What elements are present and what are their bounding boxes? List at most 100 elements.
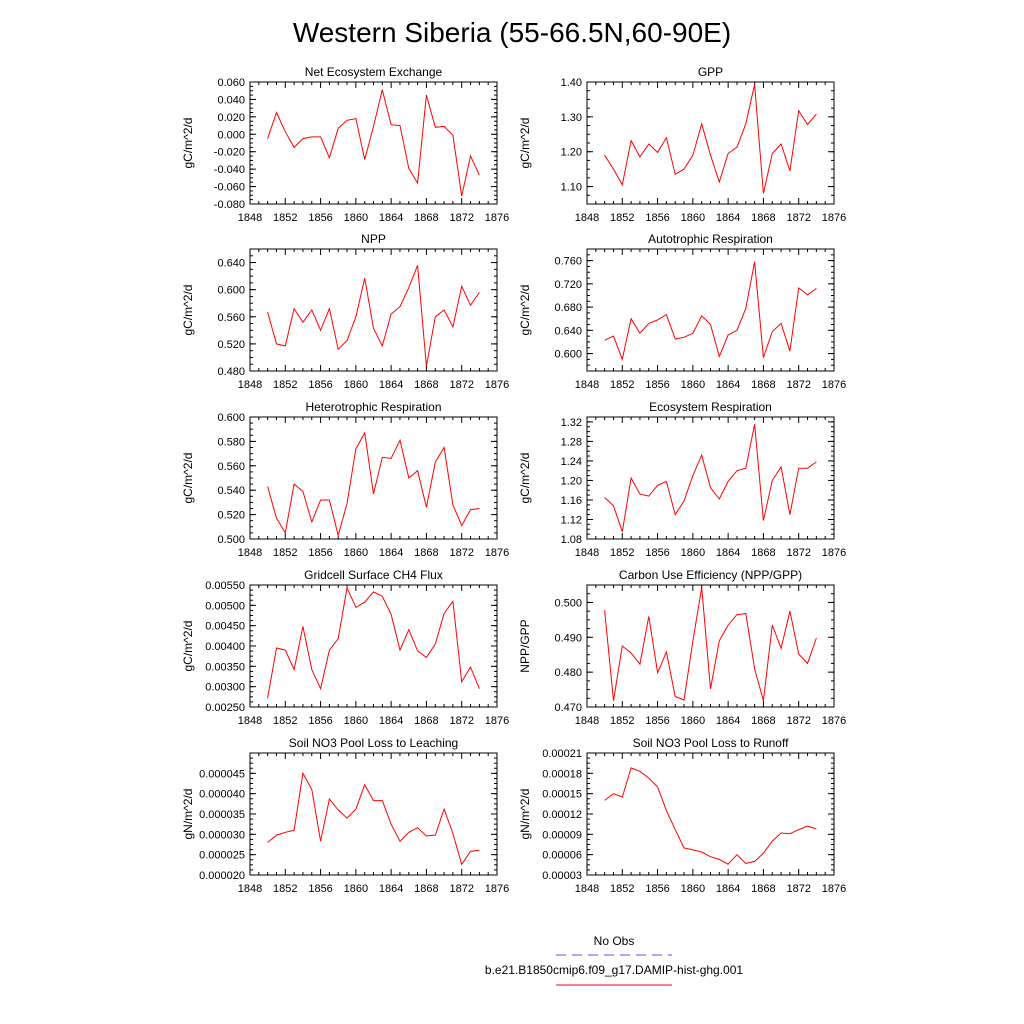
panel-soil-no3-pool-loss-to-runoff-ytick-label: 0.00015 <box>542 789 582 801</box>
panel-gpp-xtick-label: 1872 <box>786 212 810 224</box>
panel-gpp-xtick-label: 1856 <box>645 212 669 224</box>
panel-gridcell-surface-ch4-flux-frame <box>249 584 498 708</box>
panel-autotrophic-respiration-xtick-label: 1872 <box>786 379 810 391</box>
panel-gridcell-surface-ch4-flux: Gridcell Surface CH4 Flux 1848 1852 1856 186… <box>181 568 509 727</box>
panel-soil-no3-pool-loss-to-runoff-ytick-label: 0.00009 <box>542 829 582 841</box>
panel-soil-no3-pool-loss-to-runoff-xtick-label: 1856 <box>645 883 669 895</box>
panel-ecosystem-respiration-ytick-label: 1.12 <box>561 514 582 526</box>
panel-soil-no3-pool-loss-to-leaching-ytick-label: 0.000045 <box>199 768 245 780</box>
panel-net-ecosystem-exchange: Net Ecosystem Exchange 1848 1852 1856 1860 18… <box>181 65 509 224</box>
panel-npp-ytick-label: 0.640 <box>217 258 245 270</box>
panel-net-ecosystem-exchange-title: Net Ecosystem Exchange <box>305 65 443 79</box>
panel-soil-no3-pool-loss-to-leaching-xtick-label: 1856 <box>308 883 332 895</box>
panel-gridcell-surface-ch4-flux-xtick-label: 1872 <box>449 715 473 727</box>
panel-npp-xtick-label: 1868 <box>414 379 438 391</box>
panel-gpp: GPP 1848 1852 1856 1860 1864 1868 1872 1876 1.10 1… <box>518 65 846 224</box>
panel-heterotrophic-respiration-xtick-label: 1848 <box>238 547 262 559</box>
panel-autotrophic-respiration-xtick-label: 1856 <box>645 379 669 391</box>
panel-ecosystem-respiration-ytick-label: 1.08 <box>561 534 582 546</box>
panel-gridcell-surface-ch4-flux-series-line <box>267 586 480 699</box>
panel-soil-no3-pool-loss-to-runoff-xtick-label: 1876 <box>822 883 846 895</box>
panel-net-ecosystem-exchange-ytick-label: 0.000 <box>217 129 245 141</box>
panel-heterotrophic-respiration-xtick-label: 1860 <box>344 547 368 559</box>
panel-ecosystem-respiration: Ecosystem Respiration 1848 1852 1856 1860 186… <box>518 400 846 559</box>
panel-heterotrophic-respiration-ylabel: gC/m^2/d <box>181 453 195 504</box>
panel-gridcell-surface-ch4-flux-xtick-label: 1852 <box>273 715 297 727</box>
panel-gridcell-surface-ch4-flux-ytick-label: 0.00500 <box>205 600 245 612</box>
figure-title: Western Siberia (55-66.5N,60-90E) <box>293 17 731 48</box>
panel-npp-ylabel: gC/m^2/d <box>181 285 195 336</box>
panel-autotrophic-respiration-xtick-label: 1848 <box>575 379 599 391</box>
panel-net-ecosystem-exchange-xtick-label: 1876 <box>485 212 509 224</box>
panel-soil-no3-pool-loss-to-runoff-xtick-label: 1864 <box>716 883 740 895</box>
panel-npp-ytick-label: 0.480 <box>217 366 245 378</box>
panel-gridcell-surface-ch4-flux-ytick-label: 0.00250 <box>205 702 245 714</box>
panel-gridcell-surface-ch4-flux-ytick-label: 0.00300 <box>205 682 245 694</box>
panel-npp-xtick-label: 1848 <box>238 379 262 391</box>
panel-heterotrophic-respiration-ytick-label: 0.540 <box>217 485 245 497</box>
panel-soil-no3-pool-loss-to-leaching-xtick-label: 1864 <box>379 883 403 895</box>
panel-autotrophic-respiration: Autotrophic Respiration 1848 1852 1856 1860 1… <box>518 232 846 391</box>
panel-carbon-use-efficiency-npp-gpp-ylabel: NPP/GPP <box>518 619 532 672</box>
panel-carbon-use-efficiency-npp-gpp-ytick-label: 0.490 <box>554 632 582 644</box>
panel-net-ecosystem-exchange-xtick-label: 1868 <box>414 212 438 224</box>
panel-soil-no3-pool-loss-to-runoff-ytick-label: 0.00006 <box>542 850 582 862</box>
panel-soil-no3-pool-loss-to-runoff-xtick-label: 1868 <box>751 883 775 895</box>
panel-ecosystem-respiration-title: Ecosystem Respiration <box>649 400 772 414</box>
panel-net-ecosystem-exchange-ytick-label: -0.040 <box>214 164 245 176</box>
panel-autotrophic-respiration-ytick-label: 0.600 <box>554 349 582 361</box>
panel-ecosystem-respiration-xtick-label: 1860 <box>681 547 705 559</box>
panel-npp-ytick-label: 0.520 <box>217 339 245 351</box>
panel-heterotrophic-respiration-ytick-label: 0.580 <box>217 436 245 448</box>
panel-ecosystem-respiration-ytick-label: 1.16 <box>561 495 582 507</box>
panel-ecosystem-respiration-ytick-label: 1.32 <box>561 417 582 429</box>
panel-ecosystem-respiration-series-line <box>604 424 817 532</box>
panel-soil-no3-pool-loss-to-leaching: Soil NO3 Pool Loss to Leaching 1848 1852 18… <box>181 736 509 895</box>
panel-autotrophic-respiration-series-line <box>604 261 817 362</box>
panel-heterotrophic-respiration-xtick-label: 1856 <box>308 547 332 559</box>
panel-autotrophic-respiration-ytick-label: 0.680 <box>554 302 582 314</box>
panel-carbon-use-efficiency-npp-gpp-xtick-label: 1852 <box>610 715 634 727</box>
panel-soil-no3-pool-loss-to-runoff-xtick-label: 1860 <box>681 883 705 895</box>
panel-net-ecosystem-exchange-xtick-label: 1852 <box>273 212 297 224</box>
panel-gridcell-surface-ch4-flux-ytick-label: 0.00450 <box>205 621 245 633</box>
panel-autotrophic-respiration-ytick-label: 0.720 <box>554 279 582 291</box>
panel-gpp-xtick-label: 1876 <box>822 212 846 224</box>
panel-autotrophic-respiration-xtick-label: 1876 <box>822 379 846 391</box>
panel-autotrophic-respiration-xtick-label: 1852 <box>610 379 634 391</box>
panel-gpp-ytick-label: 1.30 <box>561 112 582 124</box>
panel-soil-no3-pool-loss-to-leaching-ytick-label: 0.000035 <box>199 809 245 821</box>
panel-soil-no3-pool-loss-to-leaching-xtick-label: 1876 <box>485 883 509 895</box>
panel-carbon-use-efficiency-npp-gpp-xtick-label: 1860 <box>681 715 705 727</box>
panel-gridcell-surface-ch4-flux-xtick-label: 1848 <box>238 715 262 727</box>
panel-autotrophic-respiration-xtick-label: 1860 <box>681 379 705 391</box>
panel-ecosystem-respiration-xtick-label: 1868 <box>751 547 775 559</box>
panel-npp-xtick-label: 1864 <box>379 379 403 391</box>
panel-npp-ytick-label: 0.560 <box>217 312 245 324</box>
panel-ecosystem-respiration-ylabel: gC/m^2/d <box>518 453 532 504</box>
panel-carbon-use-efficiency-npp-gpp: Carbon Use Efficiency (NPP/GPP) 1848 1852 1… <box>518 568 846 727</box>
panel-npp: NPP 1848 1852 1856 1860 1864 1868 1872 1876 0.480… <box>181 232 509 391</box>
panel-ecosystem-respiration-xtick-label: 1856 <box>645 547 669 559</box>
panel-soil-no3-pool-loss-to-runoff-ylabel: gN/m^2/d <box>518 789 532 840</box>
panel-carbon-use-efficiency-npp-gpp-xtick-label: 1848 <box>575 715 599 727</box>
panel-heterotrophic-respiration-ytick-label: 0.520 <box>217 510 245 522</box>
panel-ecosystem-respiration-ytick-label: 1.24 <box>561 456 582 468</box>
panel-heterotrophic-respiration-xtick-label: 1868 <box>414 547 438 559</box>
panel-npp-xtick-label: 1856 <box>308 379 332 391</box>
panel-ecosystem-respiration-xtick-label: 1848 <box>575 547 599 559</box>
panel-npp-ytick-label: 0.600 <box>217 285 245 297</box>
panel-autotrophic-respiration-ytick-label: 0.760 <box>554 256 582 268</box>
panel-gridcell-surface-ch4-flux-ytick-label: 0.00400 <box>205 641 245 653</box>
panel-soil-no3-pool-loss-to-leaching-ylabel: gN/m^2/d <box>181 789 195 840</box>
legend-obs-label: No Obs <box>594 934 635 948</box>
panel-heterotrophic-respiration-title: Heterotrophic Respiration <box>305 400 441 414</box>
panel-gridcell-surface-ch4-flux-xtick-label: 1868 <box>414 715 438 727</box>
panel-gridcell-surface-ch4-flux-title: Gridcell Surface CH4 Flux <box>304 568 443 582</box>
panel-gpp-title: GPP <box>698 65 723 79</box>
panel-net-ecosystem-exchange-ytick-label: 0.060 <box>217 77 245 89</box>
panel-soil-no3-pool-loss-to-runoff-ytick-label: 0.00021 <box>542 748 582 760</box>
panel-heterotrophic-respiration: Heterotrophic Respiration 1848 1852 1856 186… <box>181 400 509 559</box>
panel-carbon-use-efficiency-npp-gpp-xtick-label: 1876 <box>822 715 846 727</box>
